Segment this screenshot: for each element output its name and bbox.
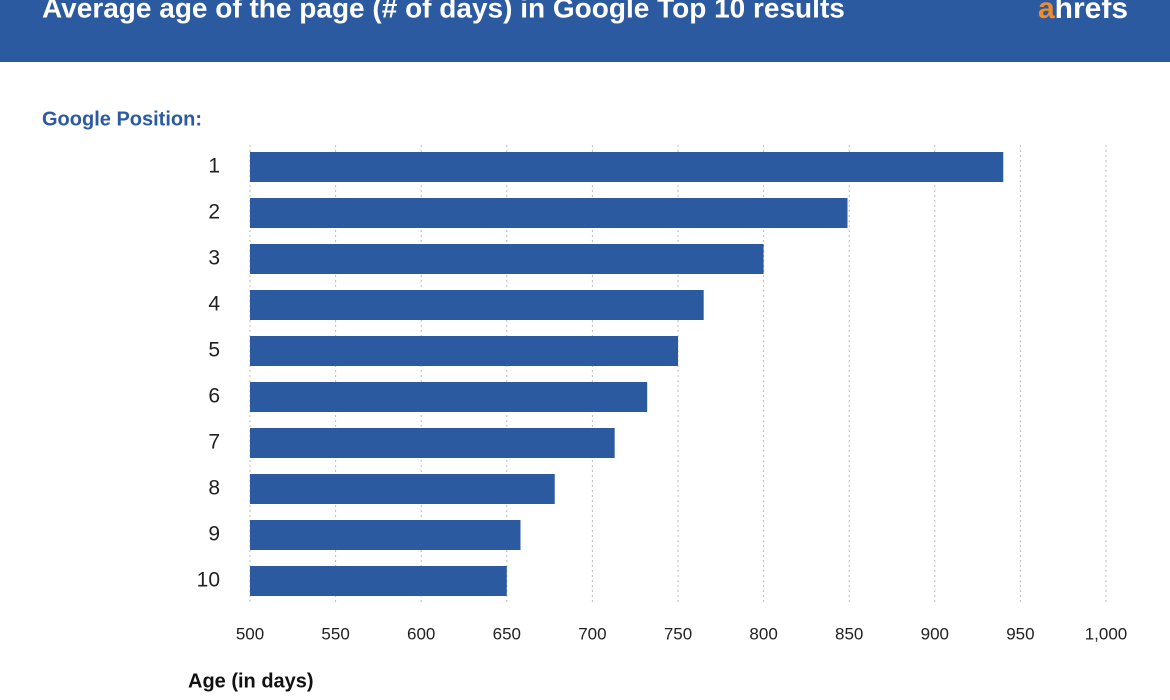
x-tick-label: 550 xyxy=(321,624,349,643)
x-tick-label: 950 xyxy=(1006,624,1034,643)
logo-a: a xyxy=(1038,0,1055,25)
x-tick-label: 800 xyxy=(749,624,777,643)
y-tick-label: 2 xyxy=(208,201,220,224)
logo: ahrefs xyxy=(1038,0,1128,25)
y-axis-label: Google Position: xyxy=(42,108,202,130)
x-tick-label: 500 xyxy=(236,624,264,643)
y-tick-label: 6 xyxy=(208,385,220,408)
logo-rest: hrefs xyxy=(1055,0,1128,25)
bar xyxy=(250,198,848,228)
x-tick-label: 600 xyxy=(407,624,435,643)
x-tick-label: 700 xyxy=(578,624,606,643)
y-tick-label: 1 xyxy=(208,155,220,178)
chart-title: Average age of the page (# of days) in G… xyxy=(42,0,845,23)
bar xyxy=(250,520,521,550)
y-tick-label: 10 xyxy=(197,569,220,592)
bar xyxy=(250,244,764,274)
header-band xyxy=(0,0,1170,62)
x-tick-label: 650 xyxy=(493,624,521,643)
x-tick-label: 850 xyxy=(835,624,863,643)
y-tick-label: 4 xyxy=(208,293,220,316)
x-tick-label: 750 xyxy=(664,624,692,643)
bar xyxy=(250,566,507,596)
y-tick-label: 3 xyxy=(208,247,220,270)
x-tick-label: 1,000 xyxy=(1085,624,1128,643)
x-axis-label: Age (in days) xyxy=(188,670,314,692)
y-tick-label: 8 xyxy=(208,477,220,500)
bar xyxy=(250,474,555,504)
bar xyxy=(250,290,704,320)
bar xyxy=(250,336,678,366)
y-tick-label: 7 xyxy=(208,431,220,454)
y-tick-label: 9 xyxy=(208,523,220,546)
bar xyxy=(250,152,1004,182)
bar xyxy=(250,428,615,458)
y-tick-label: 5 xyxy=(208,339,220,362)
bar xyxy=(250,382,648,412)
x-tick-label: 900 xyxy=(921,624,949,643)
